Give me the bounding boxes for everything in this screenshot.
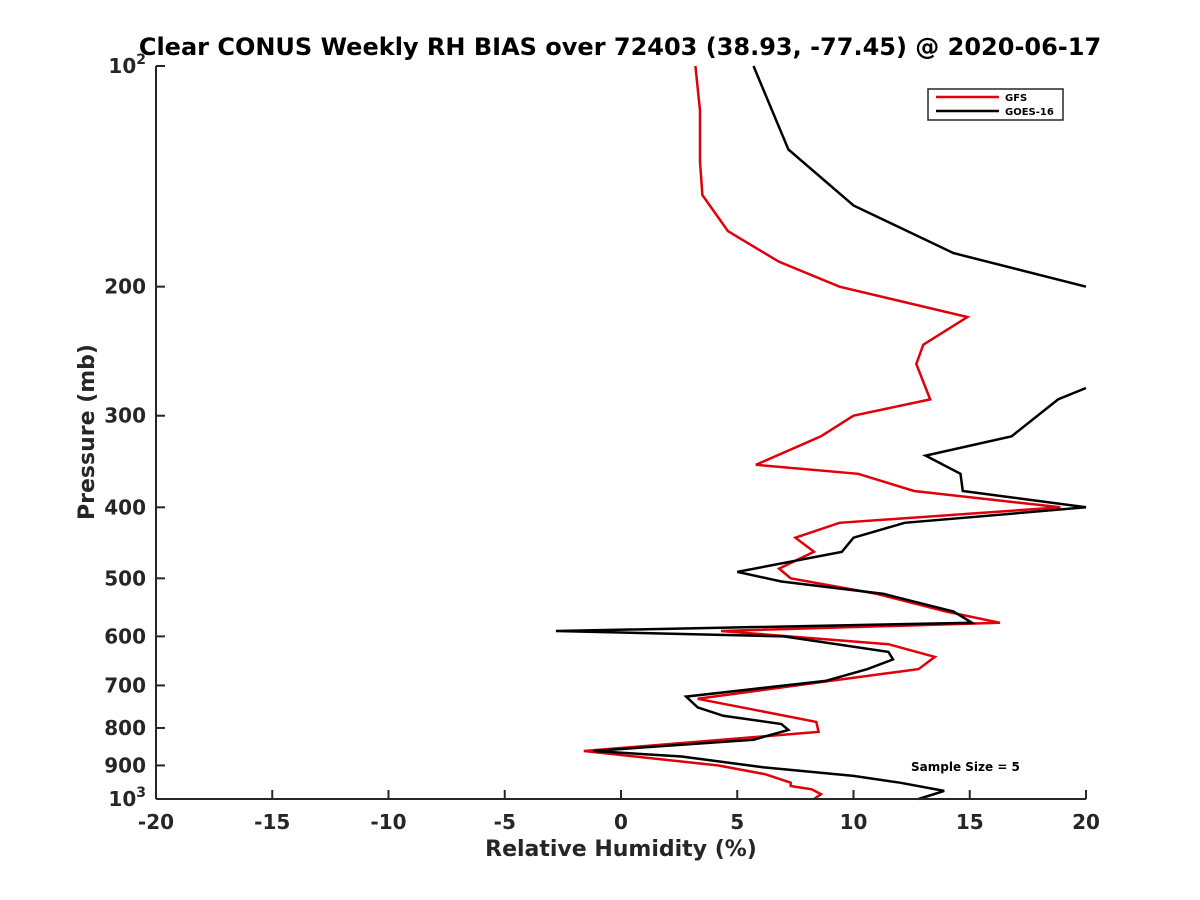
y-tick-label: 500	[104, 566, 146, 590]
series-line	[583, 65, 1061, 801]
x-tick-label: 5	[730, 810, 744, 834]
x-tick-label: -20	[138, 810, 174, 834]
y-tick-label: 900	[104, 753, 146, 777]
series-goes-16	[555, 65, 1087, 801]
y-axis-label: Pressure (mb)	[75, 344, 100, 520]
x-tick-label: -15	[254, 810, 290, 834]
series-line	[555, 386, 1087, 801]
y-tick-label: 102	[108, 52, 146, 78]
plot-area	[155, 65, 1087, 801]
y-tick-label: 400	[104, 495, 146, 519]
x-tick-label: 0	[614, 810, 628, 834]
y-tick-label: 200	[104, 275, 146, 299]
sample-size-annotation: Sample Size = 5	[911, 760, 1020, 774]
legend: GFS GOES-16	[927, 88, 1064, 121]
y-tick-label: 103	[108, 785, 146, 811]
legend-label-goes16: GOES-16	[1005, 107, 1054, 118]
legend-label-gfs: GFS	[1005, 93, 1027, 104]
series-line	[752, 65, 1087, 288]
y-tick-label: 700	[104, 673, 146, 697]
y-tick-label: 800	[104, 716, 146, 740]
x-tick-label: 15	[956, 810, 984, 834]
y-tick-label: 600	[104, 624, 146, 648]
tick-marks	[155, 65, 1087, 800]
x-tick-label: -5	[494, 810, 516, 834]
x-tick-label: 10	[840, 810, 868, 834]
series-gfs	[583, 65, 1061, 801]
legend-box	[927, 88, 1064, 121]
x-axis-label: Relative Humidity (%)	[485, 837, 757, 862]
chart-title: Clear CONUS Weekly RH BIAS over 72403 (3…	[139, 33, 1101, 61]
x-tick-labels: -20 -15 -10 -5 0 5 10 15 20	[138, 810, 1100, 834]
y-tick-labels: 102 200 300 400 500 600 700 800 900 103	[104, 52, 146, 811]
x-tick-label: 20	[1072, 810, 1100, 834]
y-tick-label: 300	[104, 404, 146, 428]
x-tick-label: -10	[370, 810, 406, 834]
series-layer	[555, 65, 1087, 801]
